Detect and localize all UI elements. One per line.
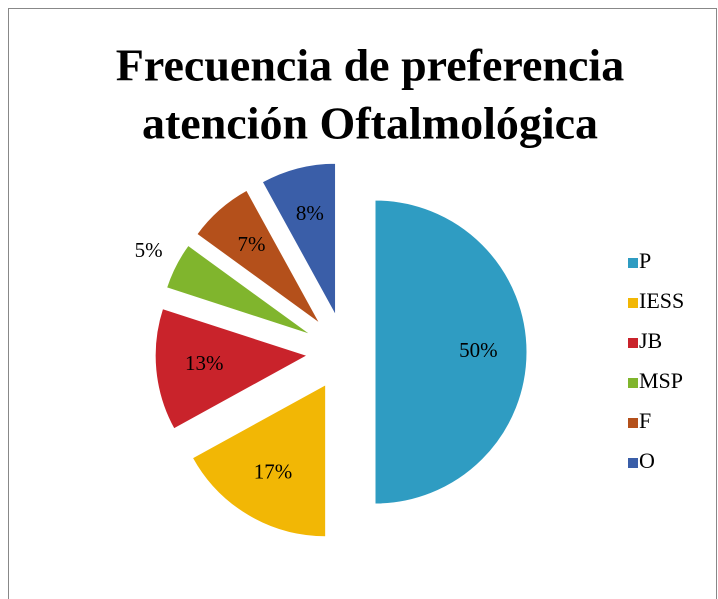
pie-slice xyxy=(191,383,327,538)
data-label: 17% xyxy=(254,459,293,483)
data-label: 50% xyxy=(459,338,498,362)
legend-swatch xyxy=(628,338,638,348)
legend-swatch xyxy=(628,458,638,468)
legend-label: JB xyxy=(639,328,662,353)
legend-swatch xyxy=(628,298,638,308)
pie-slice xyxy=(165,244,312,336)
chart-title: atención Oftalmológica xyxy=(142,98,598,149)
data-label: 5% xyxy=(135,238,163,262)
legend-label: O xyxy=(639,448,655,473)
chart-title: Frecuencia de preferencia xyxy=(116,40,624,91)
legend-label: MSP xyxy=(639,368,683,393)
pie-slice xyxy=(196,189,321,324)
legend-label: IESS xyxy=(639,288,684,313)
pie-slice xyxy=(154,307,309,430)
data-label: 7% xyxy=(238,232,266,256)
pie-slice xyxy=(261,162,337,316)
legend-swatch xyxy=(628,418,638,428)
legend-label: F xyxy=(639,408,651,433)
legend-swatch xyxy=(628,258,638,268)
data-label: 13% xyxy=(185,351,224,375)
legend-swatch xyxy=(628,378,638,388)
chart-border xyxy=(8,8,717,599)
legend-label: P xyxy=(639,248,651,273)
data-label: 8% xyxy=(296,201,324,225)
pie-slice xyxy=(374,199,528,505)
